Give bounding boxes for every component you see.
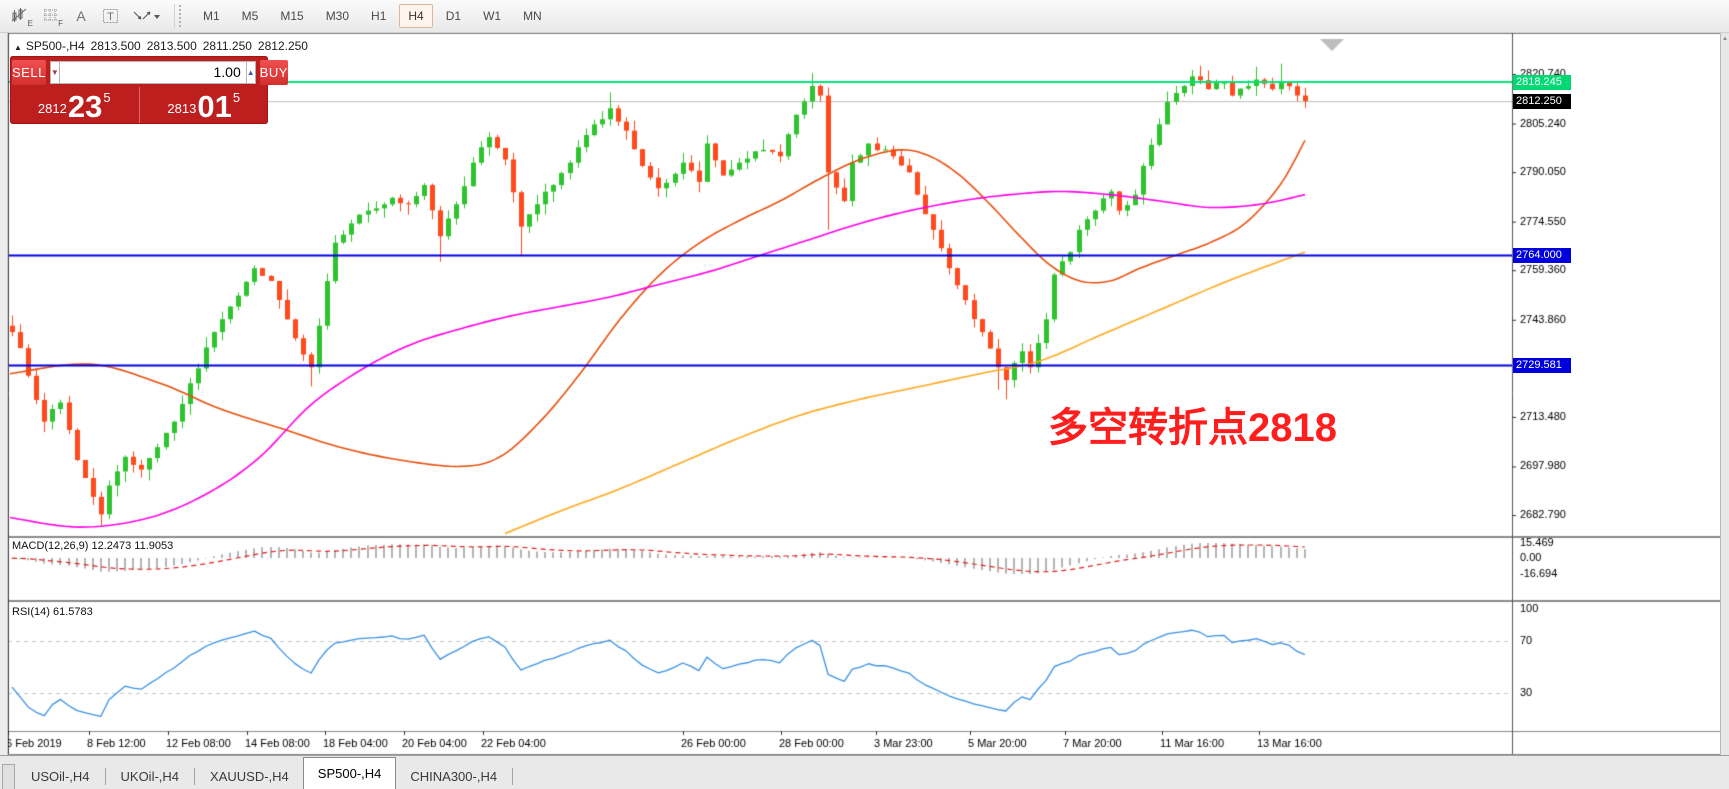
- chart-annotation-text: 多空转折点2818: [1048, 406, 1337, 450]
- grid-icon[interactable]: F: [36, 3, 66, 29]
- timeframe-h4[interactable]: H4: [399, 4, 433, 28]
- timeframe-m1[interactable]: M1: [203, 9, 220, 23]
- price-badge-support-upper: 2764.000: [1513, 248, 1571, 263]
- font-icon[interactable]: A: [76, 8, 86, 24]
- quote-line: ▲ SP500-,H4 2813.500 2813.500 2811.250 2812.2…: [14, 39, 314, 53]
- quote-symbol: SP500-,H4: [25, 39, 85, 53]
- price-badge-current: 2812.250: [1513, 94, 1571, 109]
- timeframe-group: M1 M5 M15 M30 H1 H4 D1 W1 MN: [192, 4, 553, 28]
- quote-high: 2813.500: [146, 39, 197, 53]
- timeframe-mn[interactable]: MN: [523, 9, 542, 23]
- timeframe-m5[interactable]: M5: [241, 9, 259, 23]
- timeframe-m15[interactable]: M15: [280, 9, 304, 23]
- new-order-chart-icon[interactable]: E: [6, 3, 36, 29]
- volume-increase-button[interactable]: ▲: [245, 60, 256, 84]
- chart-tabs-bar: USOil-,H4 UKOil-,H4 XAUUSD-,H4 SP500-,H4 CHI…: [0, 755, 1729, 789]
- timeframe-m30[interactable]: M30: [325, 9, 350, 23]
- volume-input[interactable]: [59, 60, 246, 84]
- tab-list: USOil-,H4 UKOil-,H4 XAUUSD-,H4 SP500-,H4 CHI…: [17, 757, 514, 789]
- toolbar: E F A T M1 M5 M15 M30 H1 H4 D1 W1 MN: [0, 0, 1729, 33]
- tab-sp500h4[interactable]: SP500-,H4: [302, 757, 397, 789]
- one-click-trade-panel: SELL ▼ ▲ BUY 2812 23 5 2813 01 5: [10, 56, 288, 124]
- window-left-edge: [0, 33, 8, 755]
- macd-label: MACD(12,26,9) 12.2473 11.9053: [12, 540, 174, 552]
- sell-button[interactable]: SELL: [12, 59, 46, 85]
- quote-open: 2813.500: [90, 39, 141, 53]
- window-right-scrollbar[interactable]: ▲: [1720, 33, 1729, 755]
- timeframe-w1[interactable]: W1: [483, 9, 502, 23]
- price-badge-pivot: 2818.245: [1513, 75, 1571, 90]
- chart-canvas[interactable]: [8, 33, 1720, 755]
- tab-usoilh4[interactable]: USOil-,H4: [31, 769, 90, 784]
- buy-price[interactable]: 2813 01 5: [167, 88, 241, 124]
- text-label-icon[interactable]: T: [96, 3, 126, 29]
- tab-separator: [194, 768, 196, 785]
- rsi-label: RSI(14) 61.5783: [12, 606, 93, 618]
- toolbar-separator: [174, 4, 175, 28]
- tab-xauusdh4[interactable]: XAUUSD-,H4: [210, 769, 289, 784]
- tab-china300h4[interactable]: CHINA300-,H4: [410, 769, 498, 784]
- tab-separator: [512, 768, 514, 785]
- volume-decrease-button[interactable]: ▼: [49, 60, 60, 84]
- quote-close: 2812.250: [257, 39, 308, 53]
- tab-ukoilh4[interactable]: UKOil-,H4: [120, 769, 180, 784]
- tab-stub[interactable]: [2, 764, 15, 789]
- sell-price[interactable]: 2812 23 5: [10, 87, 140, 123]
- price-badge-support-lower: 2729.581: [1513, 358, 1571, 373]
- tab-separator: [104, 768, 106, 785]
- timeframe-d1[interactable]: D1: [445, 9, 462, 23]
- cycles-arrows-icon[interactable]: [126, 3, 166, 29]
- collapse-marker-icon: ▲: [14, 43, 22, 52]
- buy-button[interactable]: BUY: [259, 59, 288, 85]
- timeframe-h1[interactable]: H1: [371, 9, 387, 23]
- toolbar-drag-handle[interactable]: [179, 5, 186, 27]
- svg-text:T: T: [107, 11, 114, 23]
- quote-low: 2811.250: [202, 39, 252, 53]
